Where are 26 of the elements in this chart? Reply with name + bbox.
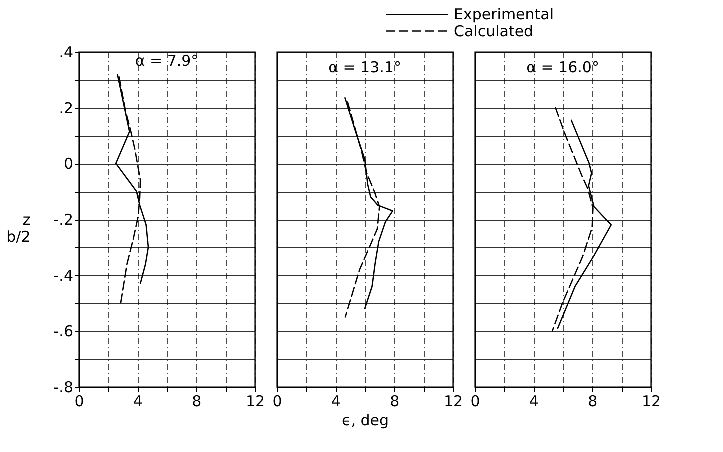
y-tick-label: .2 (59, 99, 74, 118)
chart-title: α = 13.1° (328, 58, 402, 76)
x-tick-label: 0 (74, 392, 84, 410)
x-tick-label: 12 (444, 392, 464, 410)
x-tick-label: 12 (642, 392, 662, 410)
x-tick-label: 8 (192, 392, 202, 410)
x-tick-label: 0 (272, 392, 282, 410)
chart-title: α = 16.0° (526, 58, 600, 76)
y-tick-label: 0 (64, 155, 74, 174)
y-axis-title: z b/2 (6, 211, 31, 246)
legend-label: Calculated (454, 22, 534, 40)
y-tick-label: -.4 (54, 266, 74, 285)
x-tick-label: 12 (246, 392, 266, 410)
x-axis-title: ϵ, deg (342, 412, 390, 430)
legend-label: Experimental (454, 6, 554, 24)
x-tick-label: 8 (588, 392, 598, 410)
chart-title: α = 7.9° (135, 52, 199, 70)
y-tick-label: -.2 (54, 211, 74, 229)
x-tick-label: 4 (529, 392, 539, 410)
y-tick-label: -.8 (54, 378, 74, 396)
x-tick-label: 8 (390, 392, 400, 410)
y-tick-label: .4 (59, 44, 74, 62)
x-tick-label: 4 (331, 392, 341, 410)
y-tick-label: -.6 (54, 322, 74, 341)
x-tick-label: 4 (133, 392, 143, 410)
x-tick-label: 0 (470, 392, 480, 410)
